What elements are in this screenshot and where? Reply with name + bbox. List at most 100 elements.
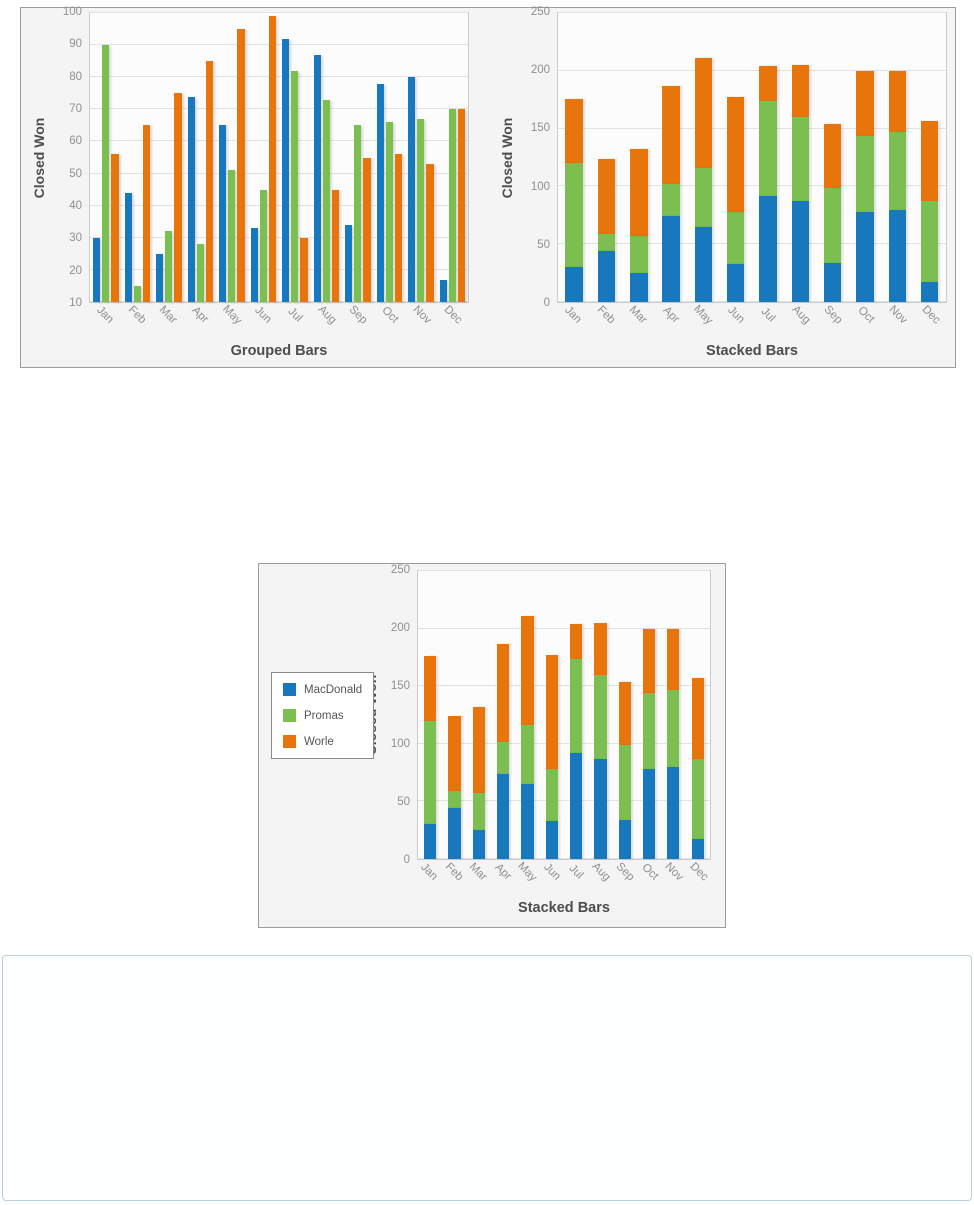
bar-group-jan: [90, 13, 122, 302]
empty-content-box: [2, 955, 972, 1201]
segment-worle-dec: [921, 120, 939, 202]
y-tick-label: 250: [390, 564, 410, 576]
gridline: [558, 185, 946, 187]
bar-macdonald-apr: [187, 96, 195, 302]
stacked-bar-jun: [727, 13, 745, 302]
y-tick-label: 100: [530, 180, 550, 193]
bar-worle-may: [237, 29, 245, 302]
legend-item-promas: Promas: [283, 709, 362, 722]
x-tick-label: Nov: [410, 303, 434, 327]
bar-worle-aug: [331, 189, 340, 302]
bar-group-may: [687, 13, 719, 302]
bar-promas-aug: [322, 99, 330, 302]
x-tick-label: Aug: [589, 860, 613, 884]
stacked-bar-apr: [662, 13, 680, 302]
bar-promas-may: [228, 170, 236, 302]
stacked-bar-dec: [921, 13, 939, 302]
x-tick-label: Sep: [613, 860, 637, 884]
y-tick-label: 70: [69, 103, 82, 115]
bar-promas-sep: [354, 125, 362, 302]
x-tick-label: Mar: [156, 303, 180, 327]
y-axis-ticks: 0 50 100 150 200 250: [519, 6, 557, 309]
y-tick-label: 100: [390, 738, 410, 750]
legend-label: MacDonald: [304, 683, 363, 696]
promas-swatch-icon: [283, 709, 296, 722]
bar-group-sep: [613, 571, 637, 859]
segment-macdonald-aug: [594, 758, 607, 859]
x-tick: Dec: [437, 303, 469, 341]
gridline: [558, 243, 946, 245]
x-tick-label: Nov: [662, 860, 686, 884]
y-tick-label: 0: [543, 297, 550, 309]
segment-worle-apr: [497, 643, 510, 742]
x-tick: Jun: [540, 860, 565, 898]
x-tick: Nov: [406, 303, 438, 341]
bar-group-sep: [817, 13, 849, 302]
x-tick-label: Feb: [442, 860, 466, 884]
stacked-chart-panel: MacDonald Promas Worle Closed Won 050100…: [258, 563, 726, 928]
gridline: [418, 685, 710, 687]
x-tick: Sep: [817, 303, 850, 341]
x-tick: Mar: [622, 303, 655, 341]
segment-macdonald-apr: [662, 216, 680, 302]
x-tick: Aug: [785, 303, 818, 341]
gridline: [418, 570, 710, 571]
bar-group-sep: [342, 13, 374, 302]
segment-macdonald-sep: [824, 262, 842, 302]
gridline: [418, 858, 710, 859]
segment-promas-jul: [759, 100, 777, 196]
bar-macdonald-aug: [313, 54, 321, 302]
x-tick: Apr: [491, 860, 516, 898]
y-tick-label: 90: [69, 38, 82, 51]
x-tick-label: Jun: [724, 304, 747, 326]
y-tick-label: 50: [69, 167, 82, 180]
gridline: [418, 800, 710, 802]
gridline: [90, 301, 468, 302]
plot-area: [557, 12, 947, 303]
segment-macdonald-mar: [630, 273, 648, 302]
stacked-bar-sep: [618, 571, 631, 859]
top-charts-panel: Closed Won 10 20 30 40 50 60 70 80 90 100 Jan Feb M…: [20, 6, 956, 368]
x-tick: Mar: [152, 303, 184, 341]
x-tick: Mar: [466, 860, 491, 898]
segment-macdonald-aug: [791, 201, 810, 302]
bar-group-nov: [405, 13, 437, 302]
x-tick: Feb: [442, 860, 467, 898]
x-tick-label: Aug: [315, 303, 339, 327]
x-axis-ticks: Jan Feb Mar Apr May Jun Jul Aug Sep Oct Nov Dec: [557, 303, 947, 341]
grouped-bar-chart: Closed Won 10 20 30 40 50 60 70 80 90 100 Jan Feb M…: [27, 6, 469, 365]
stacked-bar-chart: Closed Won 0 50 100 150 200 250 Jan Feb Mar Apr M…: [495, 6, 947, 365]
stacked-bar-dec: [691, 571, 704, 859]
segment-worle-nov: [888, 70, 907, 133]
segment-promas-feb: [597, 233, 616, 252]
bar-group-may: [515, 571, 539, 859]
bar-promas-jan: [102, 45, 110, 302]
segment-macdonald-feb: [448, 808, 461, 859]
legend-label: Worle: [304, 735, 334, 748]
worle-swatch-icon: [283, 735, 296, 748]
stacked-bar-nov: [667, 571, 680, 859]
bar-group-feb: [590, 13, 622, 302]
segment-promas-may: [694, 167, 713, 227]
bar-group-mar: [623, 13, 655, 302]
bar-worle-nov: [426, 163, 434, 302]
bar-group-jun: [720, 13, 752, 302]
bar-group-mar: [467, 571, 491, 859]
x-tick: Jul: [752, 303, 785, 341]
stacked-bar-may: [694, 13, 713, 302]
stacked-bar-apr: [497, 571, 510, 859]
chart-title: Stacked Bars: [706, 343, 798, 359]
segment-promas-dec: [691, 758, 704, 840]
x-tick: Nov: [882, 303, 915, 341]
bar-macdonald-feb: [124, 192, 132, 302]
stacked-bar-jul: [570, 571, 583, 859]
y-axis-ticks: 0 50 100 150 200 250: [383, 564, 417, 866]
y-tick-label: 50: [537, 238, 550, 251]
segment-macdonald-jul: [570, 753, 583, 859]
stacked-bar-jul: [759, 13, 777, 302]
segment-worle-may: [521, 615, 534, 726]
chart-title: Stacked Bars: [518, 900, 610, 916]
segment-promas-jul: [570, 658, 583, 754]
bar-group-jan: [418, 571, 442, 859]
